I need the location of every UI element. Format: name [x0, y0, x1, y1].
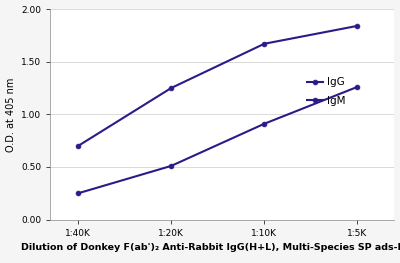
- IgG: [262, 42, 267, 45]
- Legend: IgG, IgM: IgG, IgM: [303, 73, 350, 110]
- Line: IgM: IgM: [76, 84, 360, 196]
- IgG: [76, 144, 80, 148]
- IgM: [262, 122, 267, 125]
- X-axis label: Dilution of Donkey F(ab')₂ Anti-Rabbit IgG(H+L), Multi-Species SP ads-BIOT: Dilution of Donkey F(ab')₂ Anti-Rabbit I…: [22, 243, 400, 252]
- IgM: [76, 192, 80, 195]
- IgG: [169, 87, 174, 90]
- Y-axis label: O.D. at 405 nm: O.D. at 405 nm: [6, 77, 16, 151]
- IgG: [355, 24, 360, 27]
- IgM: [355, 85, 360, 89]
- IgM: [169, 164, 174, 168]
- Line: IgG: IgG: [76, 23, 360, 148]
